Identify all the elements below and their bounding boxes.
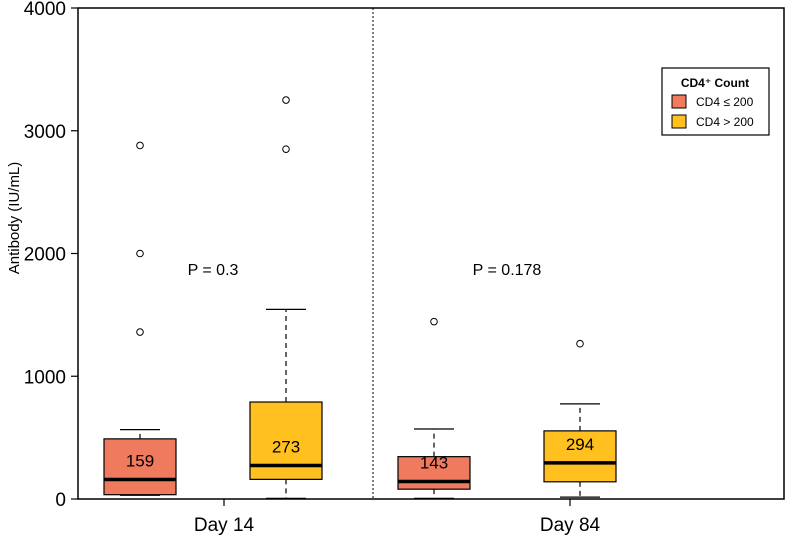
y-tick-label: 0 (55, 490, 66, 511)
y-axis: 0 1000 2000 3000 4000 (24, 0, 78, 511)
outlier-point (136, 328, 144, 336)
p-value-label: P = 0.3 (188, 262, 239, 279)
outlier-point (136, 249, 144, 258)
box-2: 273 (249, 96, 323, 499)
p-value-label: P = 0.178 (473, 262, 542, 279)
x-axis: Day 14 Day 84 (194, 499, 601, 536)
box-3: 143 (397, 317, 471, 499)
legend-title: CD4⁺ Count (681, 76, 749, 90)
outlier-point (430, 317, 438, 326)
legend: CD4⁺ Count CD4 ≤ 200 CD4 > 200 (661, 67, 770, 136)
median-label: 143 (420, 453, 448, 472)
box-1: 159 (103, 141, 177, 496)
y-tick-label: 4000 (24, 0, 66, 20)
y-tick-label: 1000 (24, 367, 66, 388)
legend-label-cd4-high: CD4 > 200 (696, 115, 754, 129)
x-group-label: Day 84 (540, 515, 601, 536)
outlier-point (136, 141, 144, 150)
box-iqr (103, 438, 177, 496)
median-label: 273 (272, 437, 300, 456)
box-iqr (397, 456, 471, 490)
legend-swatch-cd4-high (671, 114, 687, 129)
outlier-point (282, 145, 290, 153)
median-label: 294 (566, 435, 594, 454)
x-group-label: Day 14 (194, 515, 255, 536)
outlier-point (282, 96, 290, 104)
box-iqr (543, 430, 617, 483)
outlier-point (576, 339, 584, 348)
legend-label-cd4-low: CD4 ≤ 200 (696, 95, 754, 109)
y-tick-label: 3000 (24, 122, 66, 143)
y-tick-label: 2000 (24, 245, 66, 266)
legend-swatch-cd4-low (671, 94, 687, 109)
p-values: P = 0.3 P = 0.178 (188, 262, 542, 279)
box-4: 294 (543, 339, 617, 498)
y-axis-title: Antibody (IU/mL) (6, 162, 23, 275)
median-label: 159 (126, 451, 154, 470)
boxes: 159 273 143 294 (103, 96, 617, 499)
